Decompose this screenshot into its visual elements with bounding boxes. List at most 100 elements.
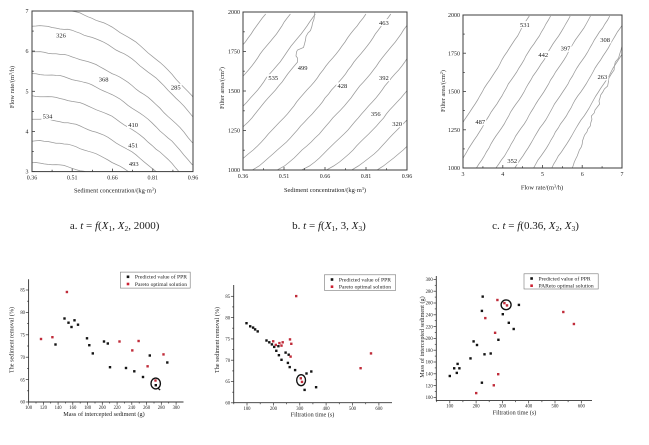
svg-text:7: 7 xyxy=(621,172,624,178)
svg-text:410: 410 xyxy=(128,122,138,129)
svg-text:442: 442 xyxy=(538,52,548,59)
svg-text:280: 280 xyxy=(426,290,434,295)
svg-text:1750: 1750 xyxy=(228,50,240,56)
svg-text:Filtration time (s): Filtration time (s) xyxy=(493,410,537,417)
svg-text:400: 400 xyxy=(525,405,533,410)
svg-text:263: 263 xyxy=(598,74,608,81)
svg-text:7: 7 xyxy=(26,9,29,15)
svg-text:0.96: 0.96 xyxy=(188,176,199,182)
svg-text:70: 70 xyxy=(225,359,230,364)
svg-text:Predicted value of PPR: Predicted value of PPR xyxy=(339,276,391,283)
svg-text:4: 4 xyxy=(501,172,504,178)
svg-text:a. t = f(X1​, X2​, 2000): a. t = f(X1​, X2​, 2000) xyxy=(70,220,160,233)
svg-text:3: 3 xyxy=(462,172,465,178)
svg-text:392: 392 xyxy=(379,75,389,82)
svg-text:Flow rate/(m3/h): Flow rate/(m3/h) xyxy=(521,184,563,192)
svg-text:1250: 1250 xyxy=(228,129,240,135)
svg-text:Sediment concentration/(kg·m3): Sediment concentration/(kg·m3) xyxy=(74,187,156,195)
svg-text:200: 200 xyxy=(473,405,481,410)
svg-text:220: 220 xyxy=(426,325,434,330)
svg-text:300: 300 xyxy=(499,405,507,410)
svg-text:The sediment removal (%): The sediment removal (%) xyxy=(9,307,16,373)
svg-text:300: 300 xyxy=(173,406,181,411)
svg-text:The sediment removal (%): The sediment removal (%) xyxy=(214,307,221,373)
svg-text:Filter area/(cm2): Filter area/(cm2) xyxy=(439,70,447,112)
svg-text:400: 400 xyxy=(323,407,331,412)
svg-text:0.36: 0.36 xyxy=(27,176,38,182)
svg-text:0.81: 0.81 xyxy=(361,174,372,180)
svg-text:0.51: 0.51 xyxy=(279,174,290,180)
svg-text:140: 140 xyxy=(426,373,434,378)
svg-text:535: 535 xyxy=(268,75,278,82)
svg-text:493: 493 xyxy=(129,161,139,168)
svg-text:PAReto optimal solution: PAReto optimal solution xyxy=(539,284,594,290)
svg-text:160: 160 xyxy=(426,361,434,366)
svg-text:65: 65 xyxy=(20,378,25,383)
svg-text:260: 260 xyxy=(426,302,434,307)
svg-text:Mass of intercepted sediment (: Mass of intercepted sediment (g) xyxy=(63,411,144,418)
svg-text:6: 6 xyxy=(581,172,584,178)
svg-text:180: 180 xyxy=(426,349,434,354)
svg-text:531: 531 xyxy=(520,22,530,29)
svg-text:285: 285 xyxy=(171,84,181,91)
svg-text:0.51: 0.51 xyxy=(67,176,78,182)
svg-text:Flow rate/(m3/h): Flow rate/(m3/h) xyxy=(8,66,16,108)
svg-text:60: 60 xyxy=(20,401,25,406)
svg-text:4: 4 xyxy=(26,130,29,136)
svg-text:Pareto optimal solution: Pareto optimal solution xyxy=(339,285,391,291)
svg-text:240: 240 xyxy=(128,406,136,411)
svg-text:352: 352 xyxy=(507,158,517,165)
svg-text:85: 85 xyxy=(225,295,230,300)
svg-text:600: 600 xyxy=(578,405,586,410)
svg-text:100: 100 xyxy=(426,396,434,401)
svg-text:75: 75 xyxy=(225,338,230,343)
svg-text:Pareto optimal solution: Pareto optimal solution xyxy=(135,282,187,288)
svg-text:120: 120 xyxy=(426,384,434,389)
svg-text:5: 5 xyxy=(26,89,29,95)
svg-text:1500: 1500 xyxy=(228,89,240,95)
svg-text:320: 320 xyxy=(392,121,402,128)
svg-text:60: 60 xyxy=(225,402,230,407)
svg-text:0.96: 0.96 xyxy=(402,174,413,180)
svg-text:65: 65 xyxy=(225,380,230,385)
svg-text:75: 75 xyxy=(20,334,25,339)
svg-text:463: 463 xyxy=(379,20,389,27)
svg-text:100: 100 xyxy=(25,406,33,411)
svg-text:Predicted value of PPR: Predicted value of PPR xyxy=(539,275,591,282)
svg-text:0.66: 0.66 xyxy=(107,176,118,182)
svg-text:451: 451 xyxy=(128,143,138,150)
svg-text:397: 397 xyxy=(561,46,572,53)
svg-text:487: 487 xyxy=(475,119,486,126)
svg-text:3: 3 xyxy=(26,170,29,176)
svg-text:0.81: 0.81 xyxy=(148,176,159,182)
svg-text:200: 200 xyxy=(99,406,107,411)
svg-text:180: 180 xyxy=(84,406,92,411)
svg-text:100: 100 xyxy=(243,407,251,412)
svg-text:140: 140 xyxy=(55,406,63,411)
svg-text:1750: 1750 xyxy=(448,51,460,57)
svg-text:600: 600 xyxy=(375,407,383,412)
svg-text:1250: 1250 xyxy=(448,128,460,134)
svg-text:Filtration time (s): Filtration time (s) xyxy=(291,412,335,419)
svg-text:120: 120 xyxy=(40,406,48,411)
svg-text:80: 80 xyxy=(225,316,230,321)
svg-text:500: 500 xyxy=(551,405,559,410)
svg-text:Filter area/(cm2): Filter area/(cm2) xyxy=(218,67,226,109)
svg-text:Sediment concentration/(kg·m3): Sediment concentration/(kg·m3) xyxy=(284,186,366,194)
svg-text:356: 356 xyxy=(371,111,382,118)
svg-text:326: 326 xyxy=(56,33,67,40)
svg-text:428: 428 xyxy=(338,83,348,90)
svg-text:b. t = f(X1​, 3, X3​): b. t = f(X1​, 3, X3​) xyxy=(292,220,366,233)
svg-text:5: 5 xyxy=(541,172,544,178)
svg-text:368: 368 xyxy=(99,76,109,83)
svg-text:c. t = f(0.36, X2​, X3​): c. t = f(0.36, X2​, X3​) xyxy=(492,220,579,233)
svg-text:200: 200 xyxy=(426,337,434,342)
svg-text:100: 100 xyxy=(446,405,454,410)
svg-text:534: 534 xyxy=(43,114,54,121)
svg-text:160: 160 xyxy=(69,406,77,411)
svg-text:2000: 2000 xyxy=(448,13,460,19)
svg-text:80: 80 xyxy=(20,311,25,316)
svg-text:1000: 1000 xyxy=(448,166,460,172)
svg-text:6: 6 xyxy=(26,49,29,55)
svg-text:300: 300 xyxy=(426,278,434,283)
